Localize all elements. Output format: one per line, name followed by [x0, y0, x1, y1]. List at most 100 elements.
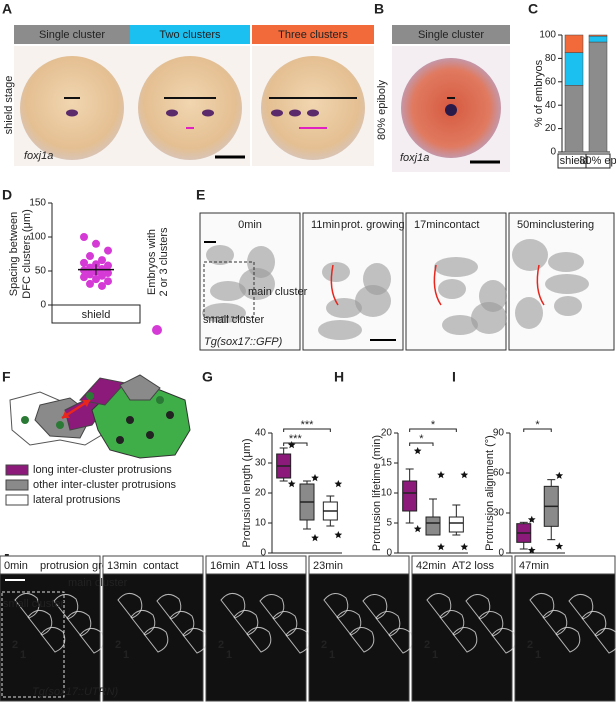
bar-segment: [564, 85, 584, 153]
significance-label: *: [419, 433, 424, 445]
dfc-cluster: [445, 104, 457, 116]
panel-letter: A: [2, 1, 12, 17]
legend-swatch: [5, 494, 29, 506]
data-point: [92, 275, 100, 284]
legend-label: Embryos with: [146, 229, 158, 295]
cell: [545, 274, 589, 294]
x-tick-label: shield: [82, 309, 111, 321]
cell-label: 1: [432, 649, 438, 661]
header-band: [130, 25, 250, 44]
time-label: 0min: [238, 219, 262, 231]
data-point: [80, 233, 88, 241]
legend-swatch: [5, 479, 29, 491]
outlier: [334, 531, 343, 539]
dfc-cluster: [66, 109, 78, 117]
data-point: [104, 261, 112, 270]
time-label: 17min: [414, 219, 444, 231]
cell-outline: [143, 627, 169, 653]
data-point: [104, 246, 112, 255]
box: [425, 516, 441, 536]
protrusion-track: [330, 264, 339, 306]
y-tick-label: 0: [40, 300, 46, 311]
cell-outline: [529, 593, 555, 619]
y-axis-title: Spacing between: [8, 212, 20, 296]
outlier: [460, 471, 469, 479]
cell: [206, 245, 234, 265]
cell-outline: [439, 610, 465, 636]
significance-bracket: [283, 428, 331, 432]
cell-label: 1: [20, 649, 26, 661]
dfc-cluster: [307, 109, 319, 117]
dfc-cluster: [166, 109, 178, 117]
significance-label: ***: [301, 419, 315, 431]
timelapse-frame: [308, 573, 410, 702]
legend-label: 2 or 3 clusters: [158, 227, 170, 297]
outlier: [527, 546, 536, 554]
outlier: [413, 525, 422, 533]
x-tick-label: shield: [560, 155, 589, 167]
header-band: [14, 25, 130, 44]
y-tick-label: 10: [255, 518, 267, 529]
cell-outline: [555, 627, 581, 653]
category-box: [51, 304, 141, 324]
event-label: contact: [143, 560, 178, 572]
outlier: [555, 542, 564, 550]
cell-outline: [233, 610, 259, 636]
outlier: [311, 474, 319, 482]
timelapse-frame: [514, 573, 616, 702]
cell: [202, 303, 246, 323]
cell: [318, 320, 362, 340]
bar-segment: [588, 35, 608, 43]
y-tick-label: 60: [493, 468, 505, 479]
time-label: 16min: [210, 560, 240, 572]
y-tick-label: 30: [493, 508, 505, 519]
side-label: shield stage: [3, 76, 15, 135]
transgene-label: Tg(sox17::GFP): [204, 336, 283, 348]
cluster-label: main cluster: [68, 577, 128, 589]
data-point: [86, 270, 94, 279]
y-tick-label: 0: [550, 147, 556, 158]
header-label: Single cluster: [418, 29, 484, 41]
header-label: Three clusters: [278, 29, 348, 41]
cell-outline: [285, 628, 311, 654]
cell-outline: [53, 594, 79, 620]
cell: [554, 296, 582, 316]
outlier: [460, 543, 469, 551]
cell-outline: [336, 610, 362, 636]
y-tick-label: 150: [29, 198, 46, 209]
significance-label: ***: [289, 433, 303, 445]
cell-label: 1: [329, 649, 335, 661]
time-label: 0min: [4, 560, 28, 572]
y-tick-label: 0: [260, 548, 266, 559]
y-axis-title: DFC clusters (μm): [21, 209, 33, 298]
header-label: Single cluster: [39, 29, 105, 41]
cell-outline: [362, 594, 388, 620]
cell-label: 1: [123, 649, 129, 661]
bar-segment: [588, 41, 608, 153]
event-label: contact: [444, 219, 479, 231]
x-tick-label: 80% ep: [579, 155, 616, 167]
cell-outline: [156, 594, 182, 620]
timelapse-frame: [205, 573, 307, 702]
side-label: 80% epiboly: [376, 80, 388, 140]
data-point: [80, 258, 88, 267]
cell: [326, 298, 362, 318]
cell: [210, 281, 246, 301]
significance-bracket: [409, 428, 457, 432]
y-tick-label: 0: [498, 548, 504, 559]
y-axis-title: Protrusion alignment (°): [484, 435, 496, 551]
dfc-cluster: [271, 109, 283, 117]
cell-label: 2: [527, 639, 533, 651]
panel-letter: C: [528, 1, 538, 17]
embryo: [138, 56, 242, 160]
cell-outline: [594, 628, 616, 654]
cell-outline: [259, 594, 285, 620]
cell-outline: [27, 610, 53, 636]
bar-segment: [564, 52, 584, 86]
y-tick-label: 40: [255, 428, 267, 439]
y-tick-label: 0: [386, 548, 392, 559]
data-point: [104, 269, 112, 278]
cell-outline: [130, 610, 156, 636]
embryo: [261, 56, 365, 160]
data-point: [98, 256, 106, 265]
